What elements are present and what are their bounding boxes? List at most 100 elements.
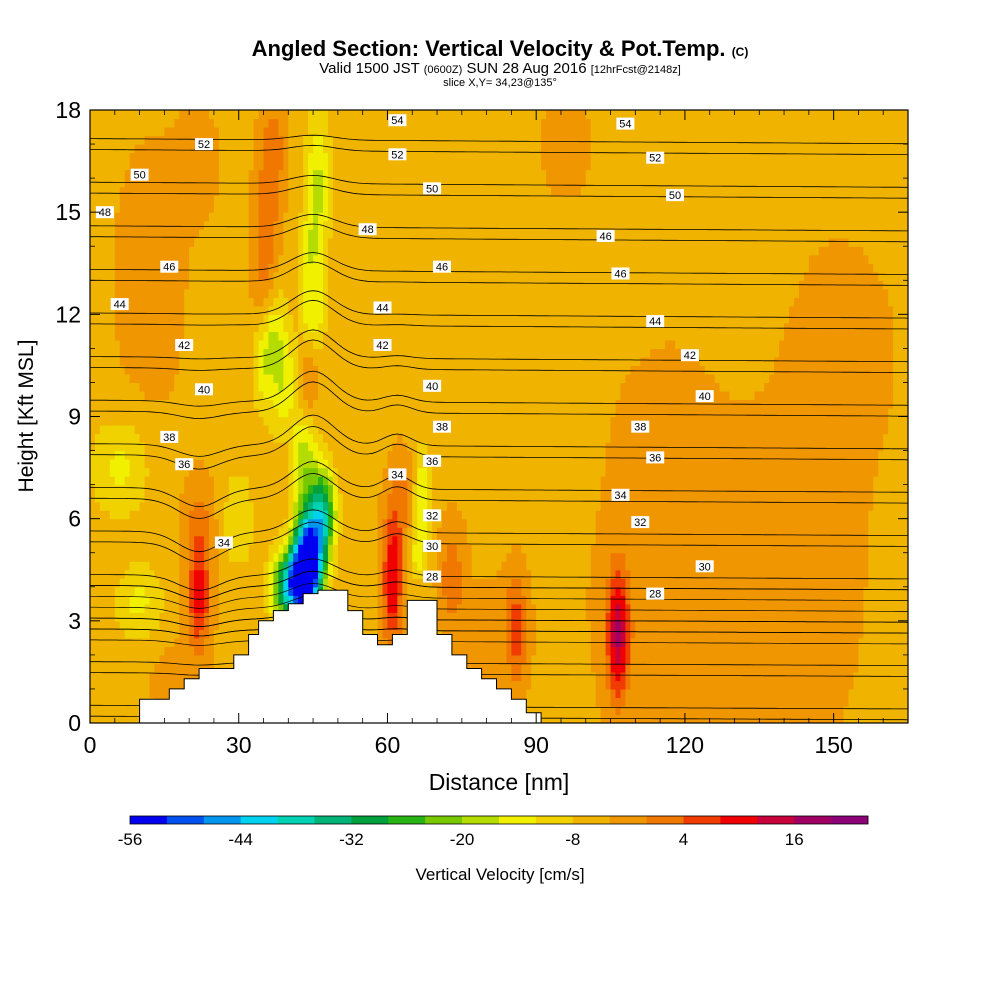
w-cell — [412, 288, 418, 298]
w-cell — [243, 637, 250, 647]
w-cell — [342, 237, 349, 247]
w-cell — [357, 390, 364, 401]
w-cell — [109, 544, 116, 554]
w-cell — [208, 186, 215, 196]
w-cell — [313, 399, 319, 409]
w-cell — [223, 450, 230, 460]
w-cell — [169, 246, 175, 256]
w-cell — [377, 271, 384, 281]
w-cell — [357, 280, 364, 290]
w-cell — [114, 186, 121, 196]
w-cell — [323, 416, 329, 426]
w-cell — [233, 493, 240, 503]
w-cell — [119, 544, 126, 554]
w-cell — [407, 578, 413, 588]
w-cell — [90, 390, 96, 401]
w-cell — [233, 544, 240, 554]
w-cell — [90, 263, 96, 273]
w-cell — [228, 169, 235, 179]
w-cell — [149, 263, 156, 273]
w-cell — [109, 110, 116, 120]
w-cell — [427, 305, 433, 315]
w-cell — [129, 467, 136, 477]
w-cell — [397, 288, 403, 298]
w-cell — [422, 442, 428, 452]
w-cell — [392, 595, 398, 605]
w-cell — [258, 612, 265, 622]
w-cell — [154, 390, 161, 401]
w-cell — [427, 263, 433, 273]
w-cell — [139, 484, 146, 494]
w-cell — [228, 552, 235, 562]
w-cell — [238, 280, 245, 290]
w-cell — [382, 186, 389, 196]
w-cell — [308, 195, 314, 205]
w-cell — [293, 459, 299, 469]
w-cell — [204, 620, 210, 630]
w-cell — [114, 152, 121, 162]
w-cell — [109, 459, 116, 469]
w-cell — [392, 416, 398, 426]
w-cell — [318, 382, 324, 392]
w-cell — [169, 552, 175, 562]
w-cell — [273, 288, 279, 298]
w-cell — [99, 714, 106, 723]
w-cell — [99, 144, 106, 154]
w-cell — [427, 484, 433, 494]
w-cell — [94, 322, 101, 332]
w-cell — [318, 450, 324, 460]
w-cell — [397, 314, 403, 324]
w-cell — [243, 135, 250, 145]
w-cell — [308, 212, 314, 222]
w-cell — [372, 459, 379, 469]
w-cell — [248, 356, 255, 367]
w-cell — [283, 518, 289, 528]
w-cell — [223, 663, 230, 673]
w-cell — [273, 373, 279, 384]
w-cell — [412, 527, 418, 537]
w-cell — [189, 203, 195, 213]
w-cell — [308, 442, 314, 452]
w-cell — [208, 237, 215, 247]
w-cell — [362, 416, 369, 426]
w-cell — [134, 578, 141, 588]
w-cell — [199, 322, 205, 332]
w-cell — [109, 263, 116, 273]
w-cell — [104, 484, 111, 494]
w-cell — [139, 382, 146, 392]
w-cell — [149, 331, 156, 341]
w-cell — [94, 390, 101, 401]
w-cell — [124, 527, 131, 537]
w-cell — [159, 237, 165, 247]
w-cell — [332, 510, 339, 520]
w-cell — [298, 518, 304, 528]
w-cell — [208, 195, 215, 205]
w-cell — [382, 561, 389, 571]
w-cell — [308, 561, 314, 571]
w-cell — [263, 484, 270, 494]
w-cell — [154, 671, 161, 682]
w-cell — [228, 510, 235, 520]
w-cell — [318, 390, 324, 401]
w-cell — [427, 442, 433, 452]
w-cell — [238, 484, 245, 494]
w-cell — [253, 612, 260, 622]
w-cell — [109, 407, 116, 418]
w-cell — [114, 459, 121, 469]
w-cell — [288, 569, 294, 579]
w-cell — [119, 433, 126, 443]
w-cell — [332, 467, 339, 477]
w-cell — [129, 544, 136, 554]
w-cell — [134, 144, 141, 154]
w-cell — [308, 348, 314, 358]
w-cell — [318, 178, 324, 188]
w-cell — [199, 646, 205, 656]
w-cell — [367, 254, 374, 264]
w-cell — [204, 314, 210, 324]
w-cell — [397, 348, 403, 358]
w-cell — [308, 527, 314, 537]
w-cell — [169, 407, 175, 418]
w-cell — [109, 118, 116, 128]
w-cell — [194, 169, 200, 179]
w-cell — [104, 416, 111, 426]
